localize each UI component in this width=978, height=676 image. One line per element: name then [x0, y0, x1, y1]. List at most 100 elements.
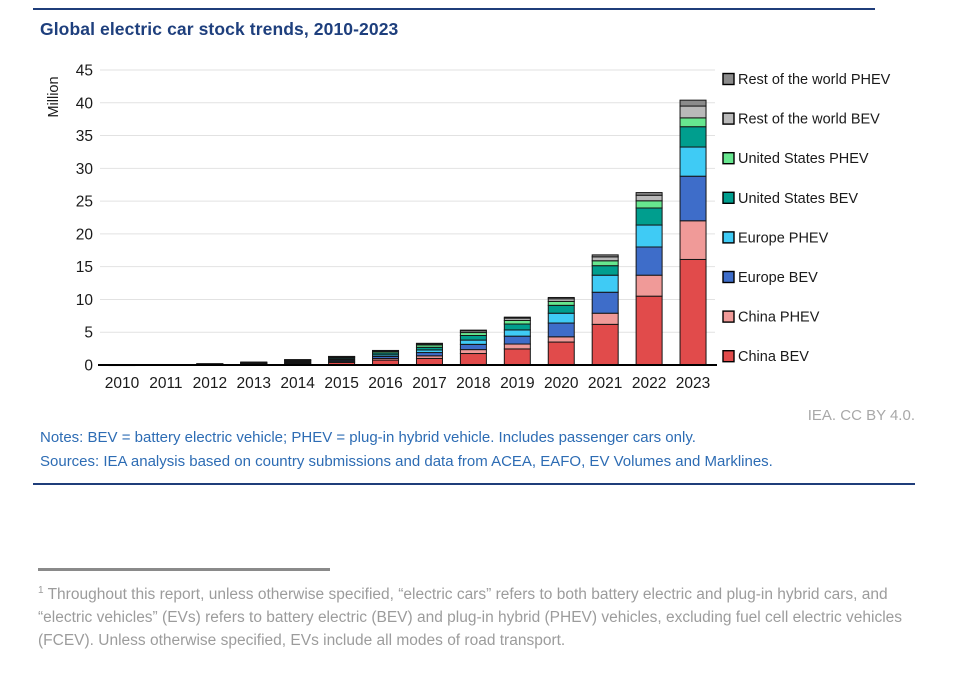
bar-2021-united-states-bev	[591, 265, 619, 276]
bar-2023-rest-of-world-phev	[679, 99, 707, 107]
legend-label-united-states-bev: United States BEV	[738, 191, 858, 207]
footnote-text: 1 Throughout this report, unless otherwi…	[38, 579, 930, 652]
bar-2019-europe-phev	[503, 329, 531, 337]
bar-2021-rest-of-world-bev	[591, 256, 619, 262]
bar-2022-united-states-bev	[635, 207, 663, 226]
bar-2017-rest-of-world-phev	[415, 342, 443, 345]
bar-2021-europe-bev	[591, 291, 619, 314]
y-tick-label: 0	[84, 358, 93, 375]
x-tick-label: 2017	[412, 375, 446, 392]
bar-2013-rest-of-world-phev	[240, 361, 268, 364]
bar-2016-rest-of-world-phev	[372, 349, 400, 352]
legend-label-europe-phev: Europe PHEV	[738, 230, 829, 246]
x-tick-label: 2016	[368, 375, 402, 392]
x-tick-label: 2022	[632, 375, 666, 392]
bar-2020-united-states-bev	[547, 304, 575, 314]
x-tick-label: 2019	[500, 375, 534, 392]
bar-2022-europe-bev	[635, 246, 663, 276]
legend-swatch-united-states-bev	[722, 191, 735, 205]
legend-swatch-rest-of-world-bev	[722, 112, 735, 125]
legend-label-rest-of-world-phev: Rest of the world PHEV	[738, 72, 891, 88]
y-tick-label: 40	[76, 95, 94, 112]
y-axis-label: Million	[46, 76, 62, 117]
y-tick-label: 30	[76, 161, 94, 178]
legend-swatch-europe-bev	[722, 270, 735, 284]
x-tick-label: 2020	[544, 375, 579, 392]
x-tick-label: 2021	[588, 375, 622, 392]
x-tick-label: 2012	[193, 375, 227, 392]
legend-label-united-states-phev: United States PHEV	[738, 151, 869, 167]
bar-2015-rest-of-world-phev	[328, 355, 356, 358]
bar-2020-china-phev	[547, 336, 575, 343]
y-tick-label: 20	[76, 226, 94, 243]
x-tick-label: 2023	[676, 375, 710, 392]
bar-2022-china-bev	[635, 295, 663, 366]
legend-swatch-europe-phev	[722, 231, 735, 244]
legend-label-china-phev: China PHEV	[738, 310, 820, 326]
chart-notes: Notes: BEV = battery electric vehicle; P…	[40, 429, 696, 446]
footnote-separator	[38, 568, 330, 571]
bar-2014-rest-of-world-phev	[284, 359, 312, 361]
bar-2020-rest-of-world-phev	[547, 296, 575, 300]
y-tick-label: 10	[76, 292, 94, 309]
bar-2023-china-bev	[679, 258, 707, 366]
bar-2021-china-bev	[591, 323, 619, 366]
x-tick-label: 2013	[237, 375, 271, 392]
bar-2019-china-bev	[503, 348, 531, 366]
x-tick-label: 2015	[324, 375, 358, 392]
legend-label-rest-of-world-bev: Rest of the world BEV	[738, 112, 880, 128]
y-tick-label: 5	[84, 325, 93, 342]
bar-2023-europe-bev	[679, 175, 707, 222]
bar-2021-europe-phev	[591, 274, 619, 293]
bottom-rule	[33, 483, 915, 485]
bar-2023-europe-phev	[679, 146, 707, 177]
x-tick-label: 2014	[280, 375, 315, 392]
bar-2022-rest-of-world-bev	[635, 194, 663, 202]
x-tick-label: 2010	[105, 375, 140, 392]
legend-swatch-united-states-phev	[722, 151, 735, 165]
bar-2018-united-states-bev	[459, 335, 487, 341]
chart-sources: Sources: IEA analysis based on country s…	[40, 453, 773, 470]
bar-2020-europe-bev	[547, 322, 575, 338]
bar-2019-china-phev	[503, 343, 531, 350]
bar-2019-rest-of-world-phev	[503, 316, 531, 319]
bar-2019-united-states-phev	[503, 319, 531, 325]
bar-2021-united-states-phev	[591, 260, 619, 267]
footnote-marker: 1	[38, 585, 44, 596]
bar-2022-china-phev	[635, 274, 663, 297]
footnote-body: Throughout this report, unless otherwise…	[38, 586, 903, 650]
bar-2018-europe-bev	[459, 343, 487, 351]
bar-2021-rest-of-world-phev	[591, 254, 619, 258]
y-tick-label: 35	[76, 128, 93, 145]
bar-2022-united-states-phev	[635, 200, 663, 209]
bar-2019-europe-bev	[503, 335, 531, 345]
legend-label-europe-bev: Europe BEV	[738, 270, 818, 286]
bar-2022-rest-of-world-phev	[635, 192, 663, 196]
legend-swatch-china-bev	[722, 350, 735, 363]
bar-2023-united-states-bev	[679, 126, 707, 148]
bar-2020-united-states-phev	[547, 300, 575, 306]
license-credit: IEA. CC BY 4.0.	[807, 407, 915, 424]
y-tick-label: 15	[76, 259, 93, 276]
y-tick-label: 45	[76, 63, 93, 80]
bar-2018-china-bev	[459, 353, 487, 366]
legend-label-china-bev: China BEV	[738, 349, 809, 365]
bar-2023-china-phev	[679, 220, 707, 260]
legend-swatch-china-phev	[722, 310, 735, 323]
bar-2021-china-phev	[591, 312, 619, 325]
bar-2023-rest-of-world-bev	[679, 105, 707, 119]
x-tick-label: 2018	[456, 375, 490, 392]
bar-2022-europe-phev	[635, 224, 663, 248]
bar-2020-china-bev	[547, 341, 575, 366]
chart-title: Global electric car stock trends, 2010-2…	[40, 19, 399, 39]
bar-2023-united-states-phev	[679, 117, 707, 128]
bar-2018-rest-of-world-phev	[459, 329, 487, 332]
x-tick-label: 2011	[149, 375, 182, 392]
y-tick-label: 25	[76, 194, 93, 211]
legend-swatch-rest-of-world-phev	[722, 72, 735, 86]
bar-2018-china-phev	[459, 349, 487, 355]
bar-2018-europe-phev	[459, 339, 487, 345]
bar-2020-europe-phev	[547, 312, 575, 324]
